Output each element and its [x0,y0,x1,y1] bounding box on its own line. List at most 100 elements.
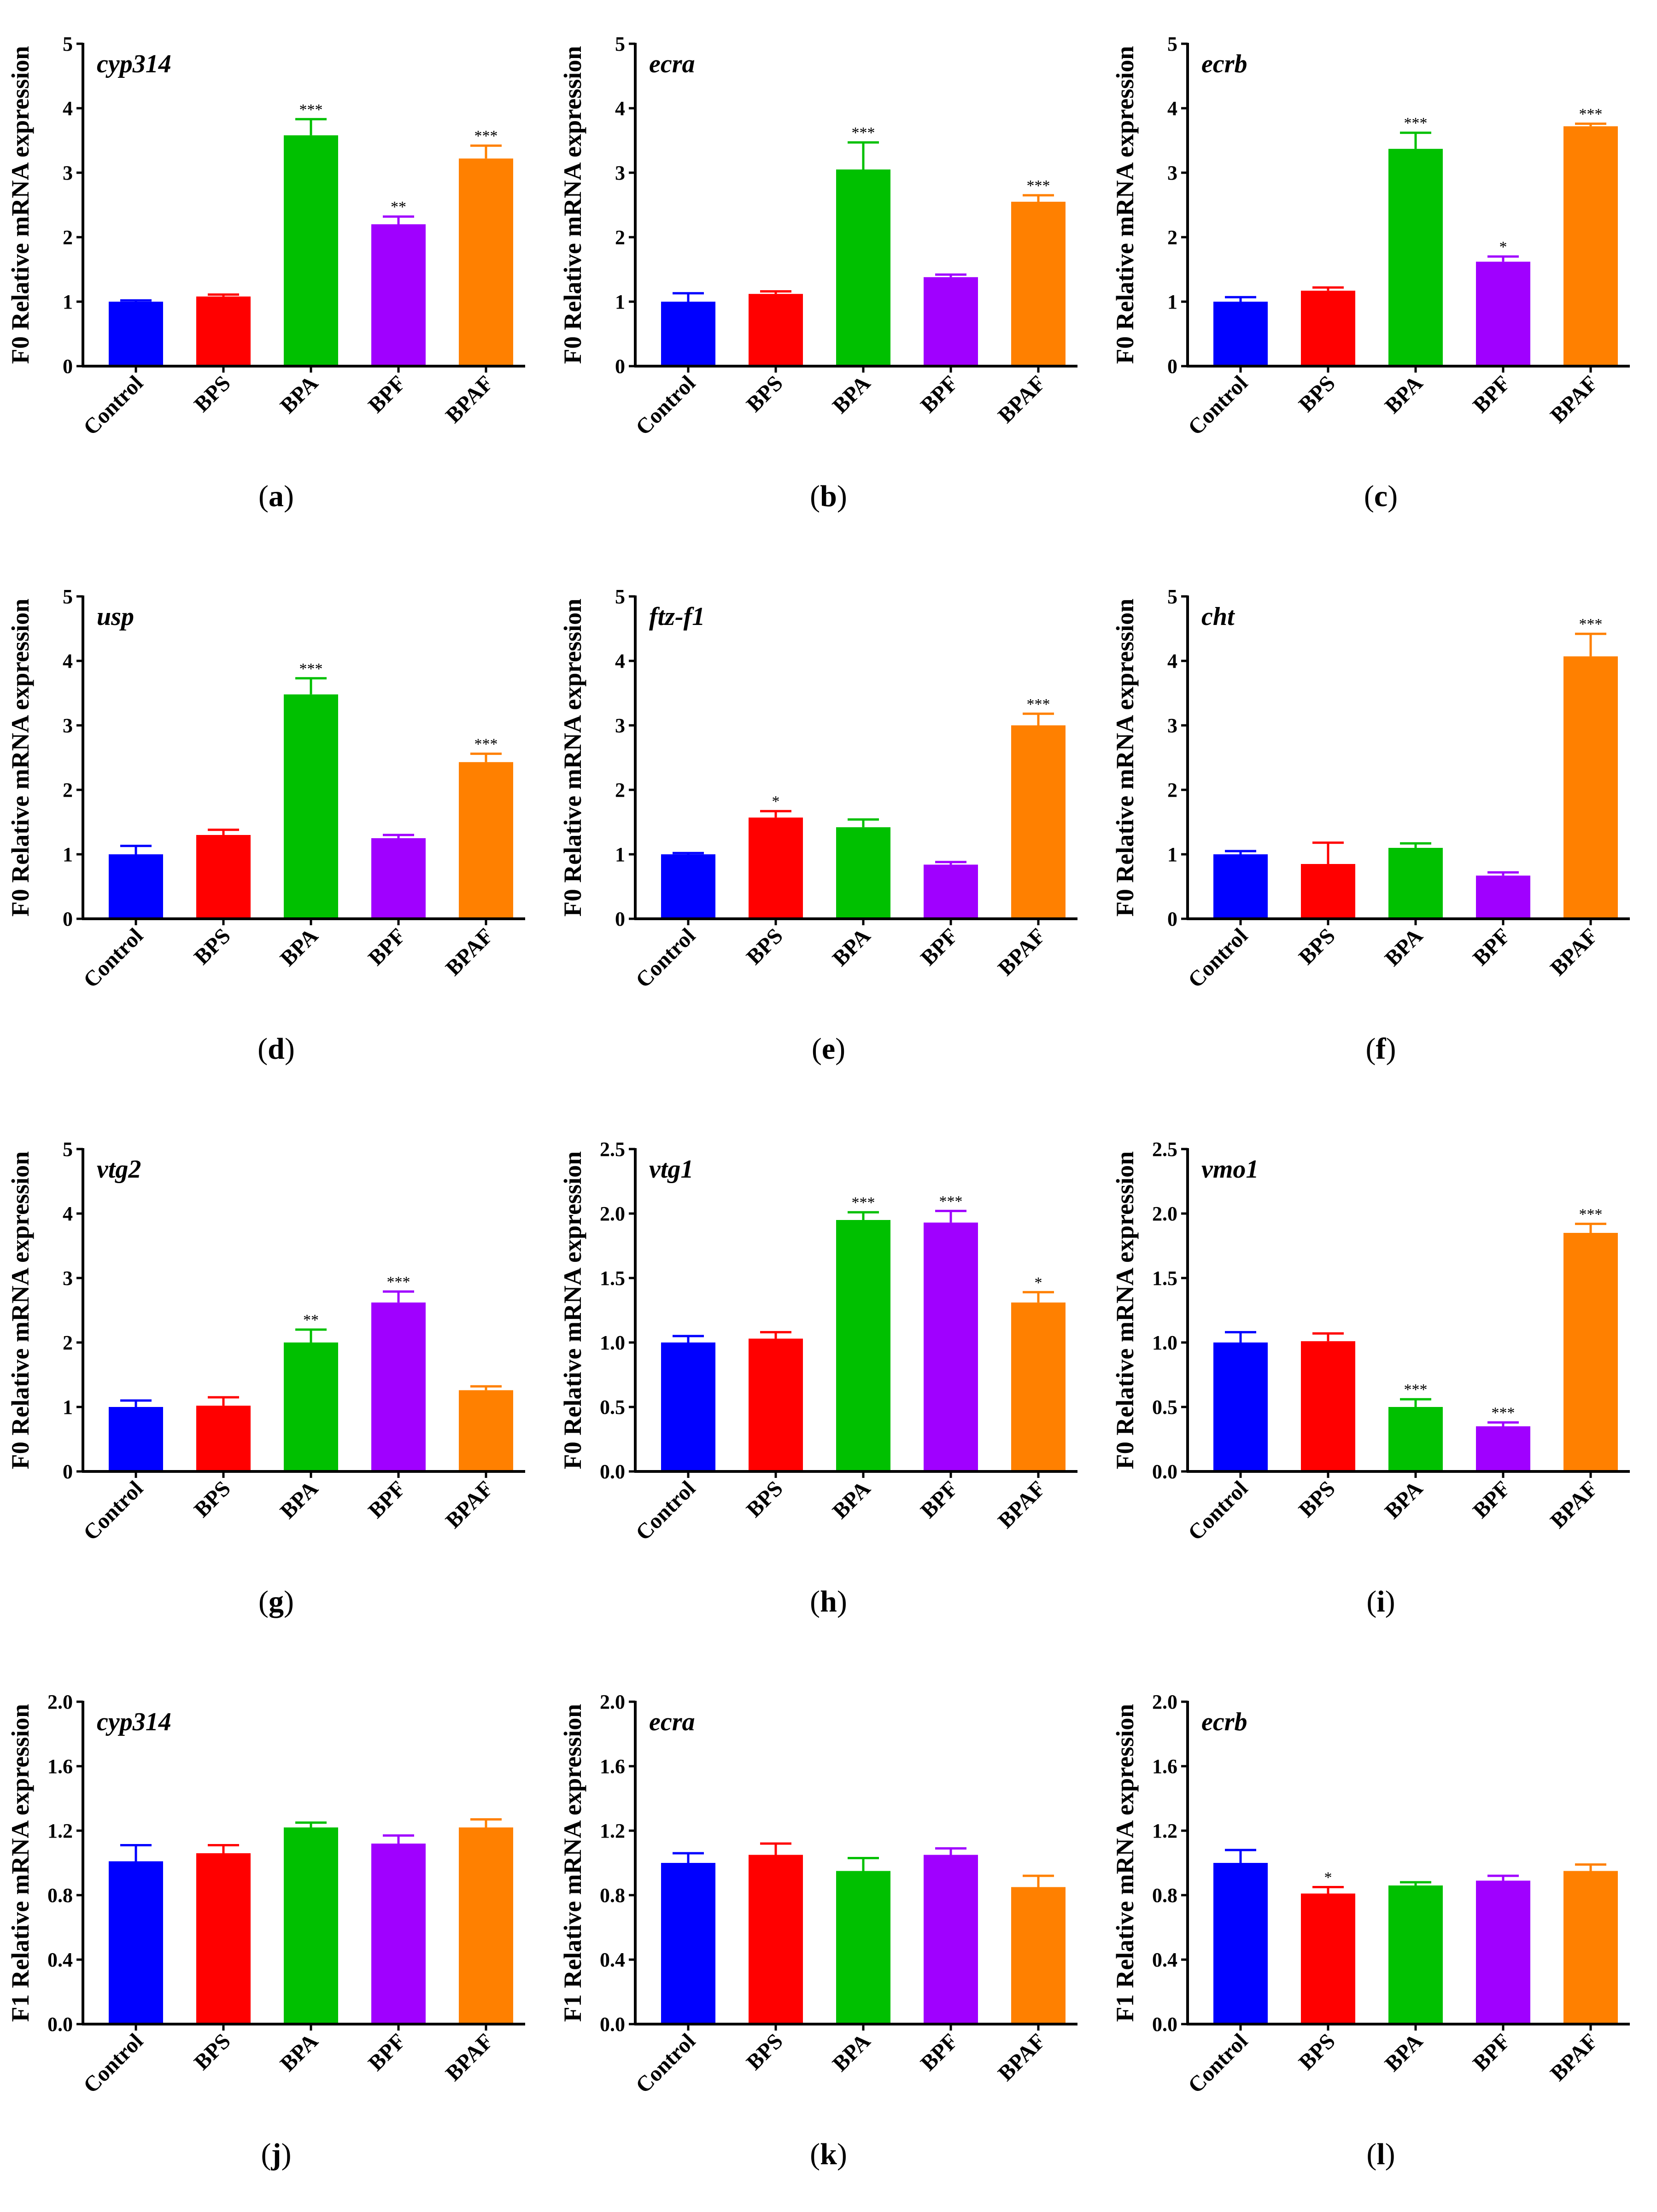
y-axis-label: F0 Relative mRNA expression [559,599,586,916]
y-tick-label: 4 [615,650,625,672]
y-tick-label: 2 [615,226,625,249]
bar-bpa [1388,848,1443,919]
bar-bps [196,1406,251,1471]
y-tick-label: 0.0 [600,1460,625,1483]
significance-label: *** [1027,177,1050,194]
y-tick-label: 5 [1167,33,1177,55]
panel-i: F0 Relative mRNA expression 0.0 0.5 1.0 1.5 2… [1105,1105,1657,1658]
bar-bpf [1476,262,1530,366]
x-tick-label: BPAF [993,371,1050,428]
y-tick-label: 0.0 [1152,2013,1177,2036]
y-tick-label: 0 [615,355,625,378]
x-tick-label: BPF [916,1476,963,1523]
y-tick-label: 1.5 [600,1267,625,1290]
caption-a: (a) [258,479,294,513]
y-axis-label: F0 Relative mRNA expression [559,1151,586,1469]
y-axis-label: F0 Relative mRNA expression [1111,46,1139,364]
significance-label: *** [1404,115,1428,132]
bar-bpa [1388,1885,1443,2024]
bar-bps [749,294,803,366]
y-tick-label: 0 [1167,355,1177,378]
chart-e: F0 Relative mRNA expression 0 1 2 3 4 5 Control… [559,585,1077,992]
x-tick-label: Control [1183,371,1253,440]
y-tick-label: 2 [615,779,625,801]
y-tick-label: 4 [63,650,73,672]
significance-label: *** [299,101,323,118]
y-tick-label: 1.6 [1152,1755,1177,1778]
y-tick-label: 0 [615,908,625,930]
bar-control [109,1407,163,1471]
y-tick-label: 5 [63,1138,73,1161]
y-tick-label: 3 [63,1267,73,1290]
bar-bpaf [1011,725,1066,919]
y-tick-label: 1.2 [1152,1820,1177,1842]
x-tick-label: BPA [275,2029,323,2076]
x-tick-label: BPF [916,2029,963,2076]
bar-bps [1301,291,1355,366]
significance-label: *** [387,1273,410,1290]
y-tick-label: 1.6 [600,1755,625,1778]
significance-label: * [1035,1274,1042,1291]
bar-bpf [371,1302,426,1471]
x-tick-label: Control [631,371,700,440]
significance-label: * [772,793,780,810]
chart-j: F1 Relative mRNA expression 0.0 0.4 0.8 1.2 1… [6,1691,525,2098]
x-tick-label: BPS [189,923,235,969]
significance-label: *** [1579,106,1603,123]
x-tick-label: BPA [828,2029,875,2076]
significance-label: *** [474,128,498,145]
y-tick-label: 0.8 [600,1884,625,1907]
chart-title: cht [1201,602,1235,631]
y-tick-label: 0.4 [1152,1949,1177,1971]
x-tick-label: BPF [1468,1476,1515,1523]
panel-l: F1 Relative mRNA expression 0.0 0.4 0.8 1.2 1… [1105,1658,1657,2211]
y-tick-label: 1 [63,843,73,866]
bar-bpaf [1011,1887,1066,2024]
y-tick-label: 5 [1167,585,1177,608]
bar-bpaf [1563,126,1618,366]
panel-j: F1 Relative mRNA expression 0.0 0.4 0.8 1.2 1… [0,1658,552,2211]
x-tick-label: BPAF [441,371,498,428]
y-tick-label: 0.5 [1152,1396,1177,1418]
y-tick-label: 0.5 [600,1396,625,1418]
x-tick-label: BPAF [1546,371,1603,428]
y-tick-label: 5 [63,33,73,55]
significance-label: * [1324,1869,1332,1886]
x-tick-label: BPA [1380,371,1428,418]
y-tick-label: 2 [63,1331,73,1354]
bar-bps [196,1853,251,2024]
x-tick-label: BPAF [441,2029,498,2086]
y-tick-label: 2.0 [1152,1691,1177,1713]
y-tick-label: 3 [1167,162,1177,184]
y-tick-label: 2.0 [600,1202,625,1225]
x-tick-label: BPS [1294,923,1340,969]
significance-label: *** [852,1194,875,1211]
bar-bps [749,1338,803,1471]
panel-a: F0 Relative mRNA expression 0 1 2 3 4 5 Control… [0,0,552,553]
x-tick-label: BPAF [441,1476,498,1533]
bar-bps [1301,1893,1355,2024]
bar-bpa [1388,149,1443,366]
bar-control [661,302,715,366]
x-tick-label: BPA [275,1476,323,1523]
y-tick-label: 2 [1167,226,1177,249]
y-tick-label: 1.5 [1152,1267,1177,1290]
x-tick-label: BPAF [993,2029,1050,2086]
caption-e: (e) [811,1032,846,1066]
x-tick-label: BPAF [1546,2029,1603,2086]
y-tick-label: 1 [615,843,625,866]
significance-label: *** [1579,1206,1603,1223]
chart-g: F0 Relative mRNA expression 0 1 2 3 4 5 Control… [6,1138,525,1545]
bar-bpf [371,838,426,919]
bar-control [109,302,163,366]
x-tick-label: Control [79,2029,148,2098]
significance-label: ** [391,198,406,216]
y-tick-label: 0.4 [600,1949,625,1971]
x-tick-label: Control [79,371,148,440]
x-tick-label: BPAF [1546,1476,1603,1533]
bar-bpa [836,827,890,919]
bar-bps [749,1855,803,2024]
bar-bpf [1476,875,1530,919]
chart-title: vtg1 [649,1155,693,1184]
